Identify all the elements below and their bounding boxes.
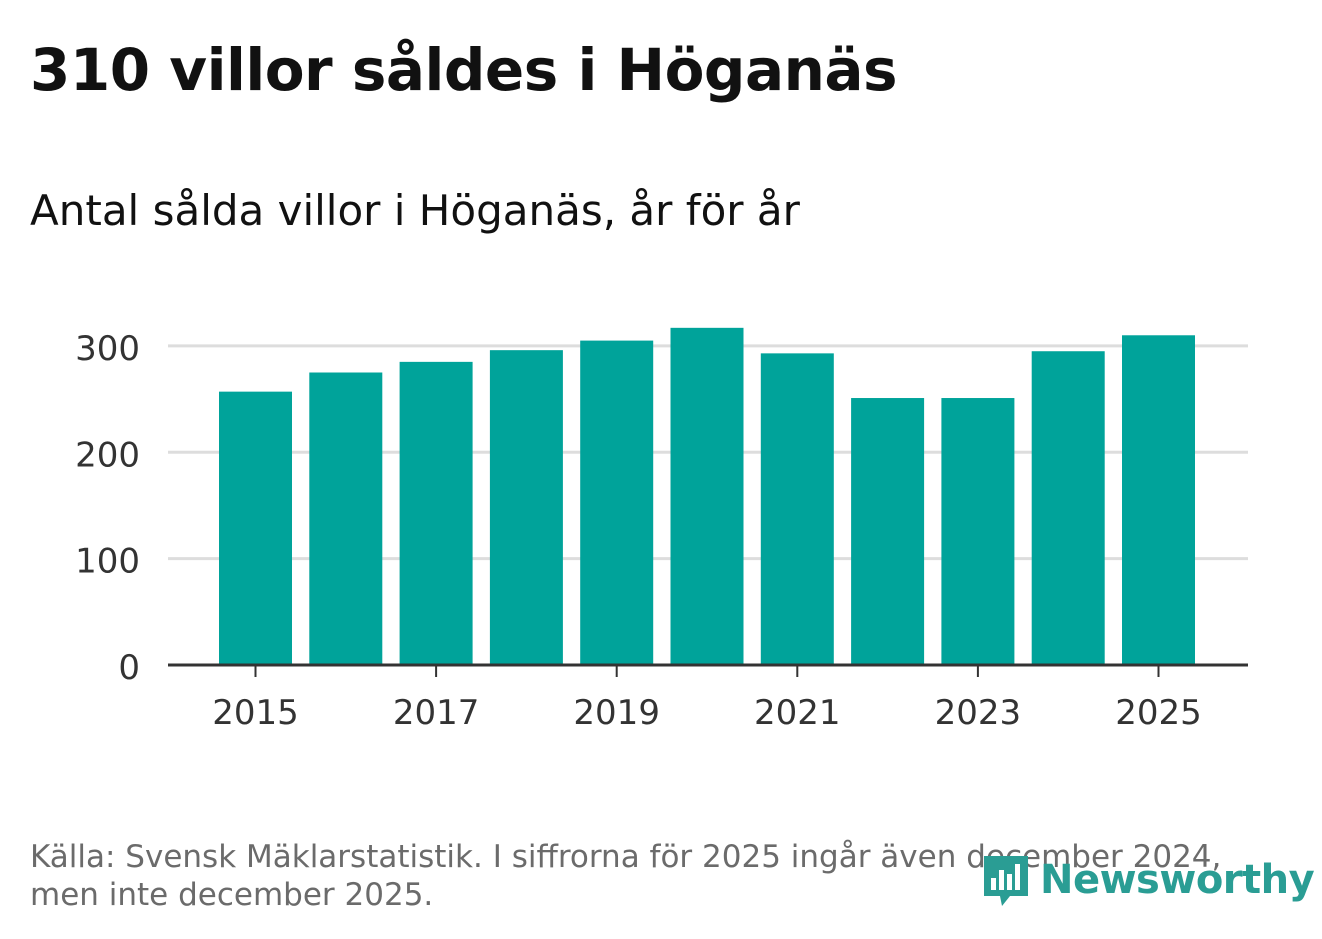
bar-2017 [399,361,473,665]
bar-2015 [219,391,292,665]
bar-chart: 0 100 200 300 2015 2017 2019 2021 2023 2025 [75,327,1248,733]
bar-2021 [760,353,834,665]
bar-2022 [851,398,925,665]
bar-2018 [489,350,563,665]
newsworthy-logo-icon [984,856,1028,906]
bar-2019 [580,340,654,665]
chart-title: 310 villor såldes i Höganäs [30,36,898,104]
y-tick-label-0: 0 [118,648,140,688]
bar-2023 [941,398,1015,665]
x-tick-label-2023: 2023 [935,693,1022,733]
bar-2016 [309,372,383,665]
y-tick-label-100: 100 [75,542,140,582]
y-tick-label-300: 300 [75,329,140,369]
x-tick-label-2015: 2015 [212,693,299,733]
x-tick-label-2021: 2021 [754,693,841,733]
source-line-2: men inte december 2025. [30,877,434,913]
brand-name: Newsworthy [1040,857,1315,903]
x-tick-label-2019: 2019 [573,693,660,733]
x-tick-label-2017: 2017 [393,693,480,733]
newsworthy-logo: Newsworthy [980,848,1315,912]
x-tick-label-2025: 2025 [1115,693,1202,733]
bar-2024 [1031,351,1105,665]
chart-subtitle: Antal sålda villor i Höganäs, år för år [30,186,800,235]
bar-2020 [670,327,744,665]
bar-2025 [1122,335,1195,665]
y-tick-label-200: 200 [75,435,140,475]
